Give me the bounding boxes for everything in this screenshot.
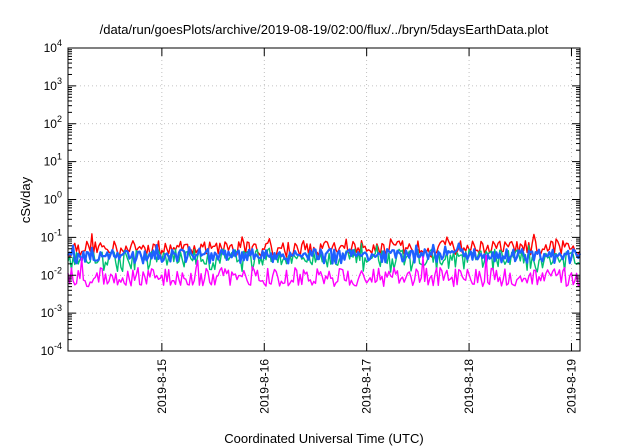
x-tick-label: 2019-8-18 (462, 359, 476, 414)
y-axis-label: cSv/day (18, 176, 33, 223)
y-tick-base: 10 (41, 306, 55, 320)
flux-series-line (67, 233, 581, 258)
y-tick-exponent: 1 (57, 152, 62, 162)
x-tick-label: 2019-8-19 (564, 359, 578, 414)
y-tick-exponent: 0 (57, 190, 62, 200)
y-tick-exponent: -1 (54, 227, 62, 237)
y-tick-label: 10-4 (41, 341, 62, 358)
x-tick-labels: 2019-8-15 2019-8-16 2019-8-17 2019-8-18 2019… (155, 359, 579, 414)
flux-series-line (67, 242, 582, 265)
y-tick-label: 10-1 (41, 227, 62, 244)
y-tick-label: 103 (44, 76, 62, 93)
axis-ticks (68, 47, 580, 352)
y-tick-base: 10 (41, 268, 55, 282)
x-tick-label: 2019-8-16 (257, 359, 271, 414)
y-tick-base: 10 (44, 117, 58, 131)
y-tick-label: 104 (44, 38, 62, 55)
y-tick-label: 100 (44, 190, 62, 207)
x-tick-label: 2019-8-17 (360, 359, 374, 414)
y-tick-exponent: -3 (54, 303, 62, 313)
y-tick-base: 10 (41, 344, 55, 358)
y-tick-label: 101 (44, 152, 62, 169)
y-tick-exponent: 4 (57, 38, 62, 48)
y-tick-label: 102 (44, 114, 62, 131)
y-tick-base: 10 (44, 41, 58, 55)
y-tick-label: 10-3 (41, 303, 62, 320)
x-tick-label: 2019-8-15 (155, 359, 169, 414)
y-tick-base: 10 (41, 230, 55, 244)
y-tick-exponent: 2 (57, 114, 62, 124)
y-tick-base: 10 (44, 79, 58, 93)
flux-series-line (67, 254, 581, 288)
chart-title: /data/run/goesPlots/archive/2019-08-19/0… (100, 22, 549, 37)
x-axis-label: Coordinated Universal Time (UTC) (224, 431, 423, 446)
y-tick-exponent: -4 (54, 341, 62, 351)
y-tick-base: 10 (44, 155, 58, 169)
grid (68, 47, 580, 352)
data-series (67, 233, 582, 288)
y-tick-exponent: 3 (57, 76, 62, 86)
y-tick-label: 10-2 (41, 265, 62, 282)
y-tick-exponent: -2 (54, 265, 62, 275)
y-tick-base: 10 (44, 193, 58, 207)
